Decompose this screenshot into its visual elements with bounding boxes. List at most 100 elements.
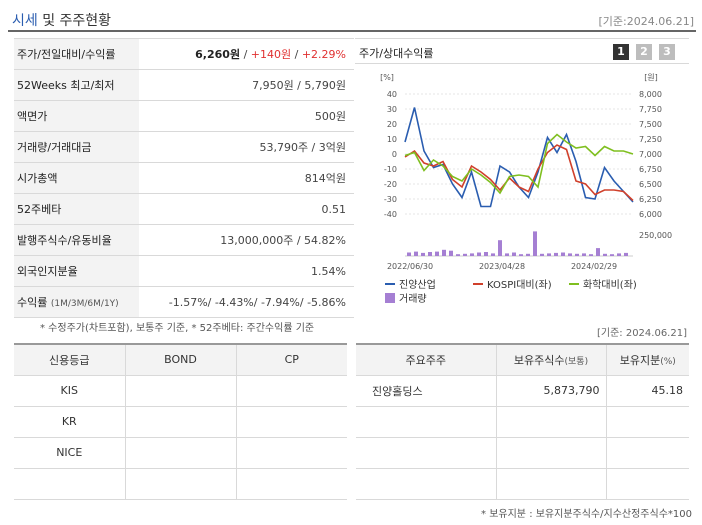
- bond-cell: [124, 468, 236, 500]
- stat-value: 0.51: [139, 193, 354, 225]
- left-tick-label: 20: [387, 120, 397, 129]
- table-row: 주가/전일대비/수익률 6,260원 / +140원 / +2.29%: [14, 38, 354, 70]
- col-header-bond: BOND: [124, 343, 236, 376]
- volume-bar: [561, 252, 565, 256]
- left-axis-unit: [%]: [380, 73, 394, 82]
- volume-bar: [617, 253, 621, 256]
- table-header-row: 주요주주 보유주식수(보통) 보유지분(%): [356, 343, 689, 376]
- volume-bar: [547, 253, 551, 256]
- table-row: 수익률 (1M/3M/6M/1Y) -1.57%/ -4.43%/ -7.94%…: [14, 286, 354, 318]
- volume-bar: [526, 253, 530, 256]
- right-tick-label: 7,500: [639, 120, 662, 129]
- holders-reference-date: [기준: 2024.06.21]: [596, 328, 687, 339]
- left-tick-label: 40: [387, 90, 397, 99]
- value-sep: /: [291, 48, 302, 61]
- agency-name: NICE: [14, 437, 125, 469]
- col-header-shares: 보유주식수(보통): [495, 343, 606, 376]
- table-row: 외국인지분율 1.54%: [14, 255, 354, 287]
- table-row: [14, 468, 347, 500]
- x-tick-label: 2023/04/28: [479, 262, 525, 271]
- volume-bar: [498, 240, 502, 256]
- cp-cell: [235, 406, 347, 438]
- empty-cell: [495, 406, 606, 438]
- col-header-ratio: 보유지분(%): [605, 343, 689, 376]
- reference-date: [기준:2024.06.21]: [598, 15, 694, 28]
- stats-table: 주가/전일대비/수익률 6,260원 / +140원 / +2.29% 52We…: [14, 38, 354, 318]
- volume-bar: [540, 253, 544, 256]
- table-row: KIS: [14, 375, 347, 407]
- price-value: 6,260원: [195, 48, 241, 61]
- volume-bar: [575, 253, 579, 256]
- stat-value: 1.54%: [139, 255, 354, 287]
- volume-bar: [456, 254, 460, 256]
- chart-page-1-button[interactable]: 1: [613, 44, 629, 60]
- stat-label: 거래량/거래대금: [14, 131, 139, 163]
- table-row: 52주베타 0.51: [14, 193, 354, 225]
- volume-bar: [484, 252, 488, 256]
- section-title: 시세 및 주주현황: [12, 10, 111, 30]
- volume-bar: [603, 253, 607, 256]
- right-tick-label: 7,000: [639, 150, 662, 159]
- volume-bar: [491, 253, 495, 256]
- empty-cell: [356, 468, 496, 500]
- table-row: 액면가 500원: [14, 100, 354, 132]
- stat-label: 수익률 (1M/3M/6M/1Y): [14, 286, 139, 318]
- volume-bar: [463, 253, 467, 256]
- empty-cell: [605, 437, 689, 469]
- right-tick-label: 8,000: [639, 90, 662, 99]
- stat-value: 6,260원 / +140원 / +2.29%: [139, 38, 354, 70]
- volume-bar: [610, 254, 614, 256]
- right-tick-label: 6,000: [639, 210, 662, 219]
- holder-ratio: 45.18: [605, 375, 689, 407]
- empty-cell: [605, 468, 689, 500]
- empty-cell: [356, 437, 496, 469]
- volume-bar: [589, 254, 593, 256]
- empty-cell: [356, 406, 496, 438]
- volume-bar: [582, 253, 586, 256]
- volume-bar: [442, 249, 446, 256]
- empty-cell: [495, 468, 606, 500]
- volume-bar: [421, 252, 425, 256]
- section-header: 시세 및 주주현황 [기준:2024.06.21]: [8, 10, 696, 32]
- col-header-holder: 주요주주: [356, 343, 496, 376]
- major-holders-table: 주요주주 보유주식수(보통) 보유지분(%) 진양홀딩스 5,873,790 4…: [356, 343, 689, 500]
- table-row: 진양홀딩스 5,873,790 45.18: [356, 375, 689, 407]
- chart-page-2-button[interactable]: 2: [636, 44, 652, 60]
- bond-cell: [124, 437, 236, 469]
- volume-bar: [435, 251, 439, 256]
- legend-label-1: 진양산업: [399, 278, 436, 291]
- volume-bar: [596, 248, 600, 256]
- right-tick-label: 6,500: [639, 180, 662, 189]
- table-row: 거래량/거래대금 53,790주 / 3억원: [14, 131, 354, 163]
- volume-bar: [470, 253, 474, 256]
- empty-cell: [495, 437, 606, 469]
- x-tick-label: 2024/02/29: [571, 262, 617, 271]
- bond-cell: [124, 375, 236, 407]
- table-row: [356, 406, 689, 438]
- stat-value: 814억원: [139, 162, 354, 194]
- stat-value: 13,000,000주 / 54.82%: [139, 224, 354, 256]
- title-highlight: 시세: [12, 13, 38, 29]
- volume-bar: [512, 252, 516, 256]
- table-row: NICE: [14, 437, 347, 469]
- holders-date-row: [기준: 2024.06.21]: [14, 322, 689, 342]
- series-line-3: [404, 133, 634, 195]
- table-row: KR: [14, 406, 347, 438]
- chart-page-3-button[interactable]: 3: [659, 44, 675, 60]
- pct-value: +2.29%: [301, 48, 346, 61]
- chart-header: 주가/상대수익률 1 2 3: [355, 38, 689, 64]
- right-tick-label: 6,250: [639, 195, 662, 204]
- volume-bar: [449, 250, 453, 256]
- left-tick-label: -30: [384, 195, 397, 204]
- series-line-1: [404, 107, 634, 208]
- stat-label: 액면가: [14, 100, 139, 132]
- volume-bar: [519, 254, 523, 256]
- col-header-rating: 신용등급: [14, 343, 125, 376]
- stat-label: 52주베타: [14, 193, 139, 225]
- returns-label: 수익률: [17, 296, 48, 309]
- volume-bar: [428, 252, 432, 256]
- agency-name: [14, 468, 125, 500]
- chart-title: 주가/상대수익률: [359, 47, 434, 60]
- agency-name: KIS: [14, 375, 125, 407]
- value-sep: /: [240, 48, 251, 61]
